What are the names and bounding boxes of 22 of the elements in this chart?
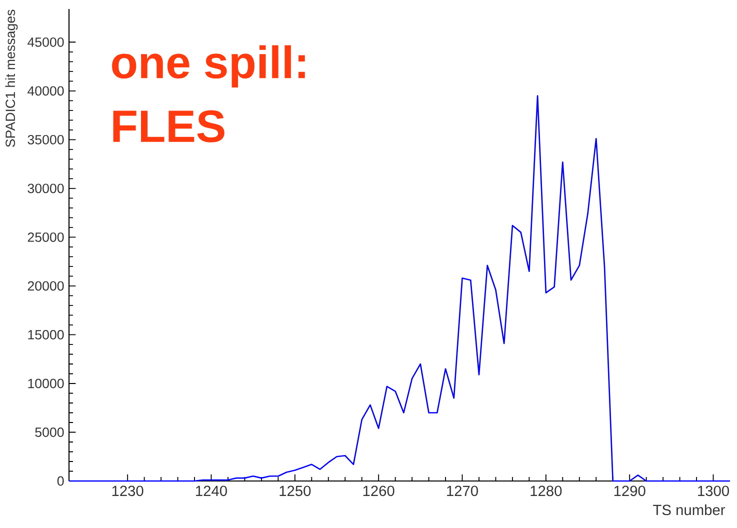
y-tick-label: 20000 bbox=[28, 281, 64, 291]
x-tick-label: 1240 bbox=[196, 486, 227, 496]
y-tick-label: 40000 bbox=[28, 86, 64, 96]
y-tick-label: 30000 bbox=[28, 184, 64, 194]
x-tick-label: 1280 bbox=[530, 486, 562, 496]
y-tick-label: 35000 bbox=[28, 134, 64, 144]
x-axis-title: TS number bbox=[653, 504, 726, 516]
y-tick-label: 45000 bbox=[28, 37, 64, 47]
x-tick-label: 1290 bbox=[614, 486, 646, 496]
y-axis-title: SPADIC1 hit messages bbox=[5, 10, 18, 147]
y-tick-label: 10000 bbox=[28, 378, 64, 388]
y-tick-label: 15000 bbox=[28, 330, 64, 340]
x-tick-label: 1300 bbox=[698, 486, 729, 496]
y-tick-label: 5000 bbox=[35, 428, 64, 437]
y-tick-label: 0 bbox=[57, 476, 64, 486]
y-tick-label: 25000 bbox=[28, 232, 64, 242]
x-tick-label: 1250 bbox=[280, 486, 311, 496]
x-tick-label: 1260 bbox=[363, 486, 394, 496]
annotation: FLES bbox=[113, 110, 224, 142]
x-tick-label: 1230 bbox=[112, 486, 144, 496]
x-tick-label: 1270 bbox=[447, 486, 478, 496]
annotation: one spill: bbox=[112, 45, 305, 88]
